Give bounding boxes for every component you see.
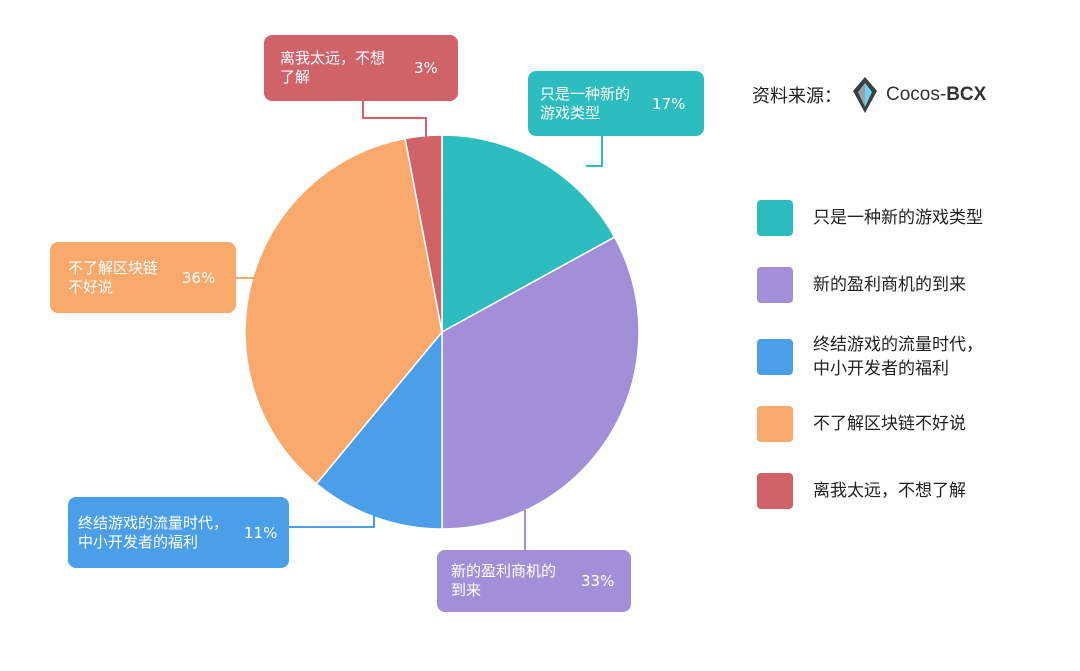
source-brand-prefix: Cocos-	[886, 84, 947, 105]
leader-line	[586, 136, 603, 167]
callout-box: 新的盈利商机的 到来 33%	[437, 550, 631, 612]
legend-label: 不了解区块链不好说	[813, 414, 966, 434]
legend-label: 离我太远，不想了解	[813, 481, 966, 501]
source-brand: Cocos-BCX	[886, 84, 986, 106]
callout-label: 终结游戏的流量时代， 中小开发者的福利	[78, 514, 229, 551]
data-label: 17%	[652, 95, 686, 113]
data-label: 11%	[244, 524, 278, 542]
data-label: 36%	[182, 269, 216, 287]
legend-label: 只是一种新的游戏类型	[813, 208, 983, 228]
callout-label: 离我太远，不想 了解	[280, 49, 386, 86]
legend-swatch	[757, 406, 793, 442]
legend-item: 终结游戏的流量时代， 中小开发者的福利	[757, 333, 1067, 381]
legend-item: 离我太远，不想了解	[757, 473, 1067, 509]
leader-line	[289, 512, 375, 528]
legend-swatch	[757, 267, 793, 303]
legend-item: 只是一种新的游戏类型	[757, 200, 1067, 236]
data-label: 33%	[581, 572, 615, 590]
leader-line	[362, 101, 427, 138]
pie-slice	[404, 134, 443, 333]
legend-label: 新的盈利商机的到来	[813, 275, 966, 295]
callout-box: 终结游戏的流量时代， 中小开发者的福利 11%	[68, 497, 289, 568]
legend-item: 不了解区块链不好说	[757, 406, 1067, 442]
legend-swatch	[757, 339, 793, 375]
legend-label: 终结游戏的流量时代， 中小开发者的福利	[813, 335, 983, 379]
data-source: 资料来源： Cocos-BCX	[752, 77, 986, 113]
legend-swatch	[757, 200, 793, 236]
pie-slice	[441, 134, 616, 334]
callout-box: 不了解区块链 不好说 36%	[50, 242, 236, 313]
cocos-bcx-logo-icon	[853, 77, 877, 113]
callout-box: 只是一种新的 游戏类型 17%	[528, 71, 704, 136]
pie-slice	[244, 137, 443, 485]
source-brand-suffix: BCX	[946, 84, 987, 105]
callout-label: 只是一种新的 游戏类型	[540, 85, 631, 122]
source-label: 资料来源：	[752, 86, 842, 107]
callout-label: 不了解区块链 不好说	[68, 259, 159, 296]
pie-slice	[315, 329, 443, 530]
callout-label: 新的盈利商机的 到来	[451, 562, 557, 599]
pie-slice	[441, 236, 640, 530]
legend-swatch	[757, 473, 793, 509]
callout-box: 离我太远，不想 了解 3%	[264, 35, 458, 101]
legend-item: 新的盈利商机的到来	[757, 267, 1067, 303]
data-label: 3%	[414, 59, 438, 77]
